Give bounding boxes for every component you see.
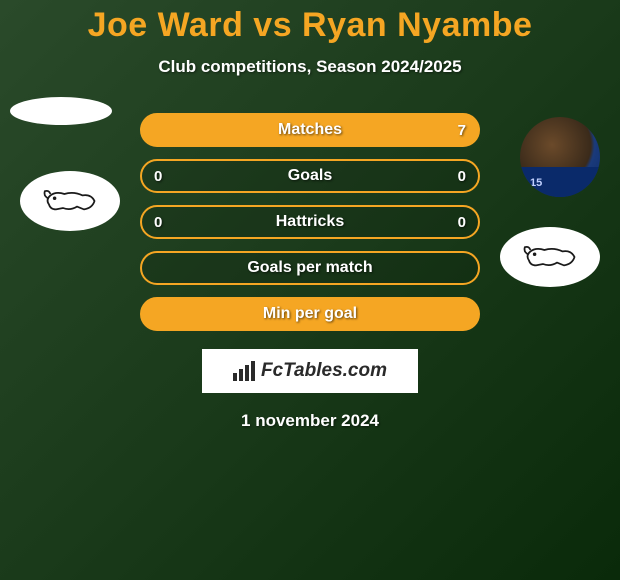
stat-value-right: 7 xyxy=(458,122,466,139)
club-crest-left xyxy=(20,171,120,231)
stat-row: 0 Hattricks 0 xyxy=(140,205,480,239)
logo-box: FcTables.com xyxy=(202,349,418,393)
stat-label: Hattricks xyxy=(276,213,344,231)
comparison-panel: Matches 7 0 Goals 0 0 Hattricks 0 Goals per matc… xyxy=(0,113,620,431)
stat-row: Matches 7 xyxy=(140,113,480,147)
stat-label: Goals per match xyxy=(247,259,372,277)
stat-row: 0 Goals 0 xyxy=(140,159,480,193)
stat-row: Goals per match xyxy=(140,251,480,285)
player-right-avatar xyxy=(520,117,600,197)
stat-value-right: 0 xyxy=(458,214,466,231)
logo-text: FcTables.com xyxy=(261,360,387,382)
ram-icon xyxy=(35,180,105,222)
club-crest-right xyxy=(500,227,600,287)
subtitle: Club competitions, Season 2024/2025 xyxy=(0,57,620,77)
stat-value-right: 0 xyxy=(458,168,466,185)
ram-icon xyxy=(515,236,585,278)
stat-label: Min per goal xyxy=(263,305,357,323)
stat-value-left: 0 xyxy=(154,168,162,185)
player-left-avatar xyxy=(10,97,112,125)
stat-label: Goals xyxy=(288,167,332,185)
stat-label: Matches xyxy=(278,121,342,139)
stat-value-left: 0 xyxy=(154,214,162,231)
stat-row: Min per goal xyxy=(140,297,480,331)
page-title: Joe Ward vs Ryan Nyambe xyxy=(0,6,620,45)
bars-icon xyxy=(233,361,259,381)
date-label: 1 november 2024 xyxy=(0,411,620,431)
